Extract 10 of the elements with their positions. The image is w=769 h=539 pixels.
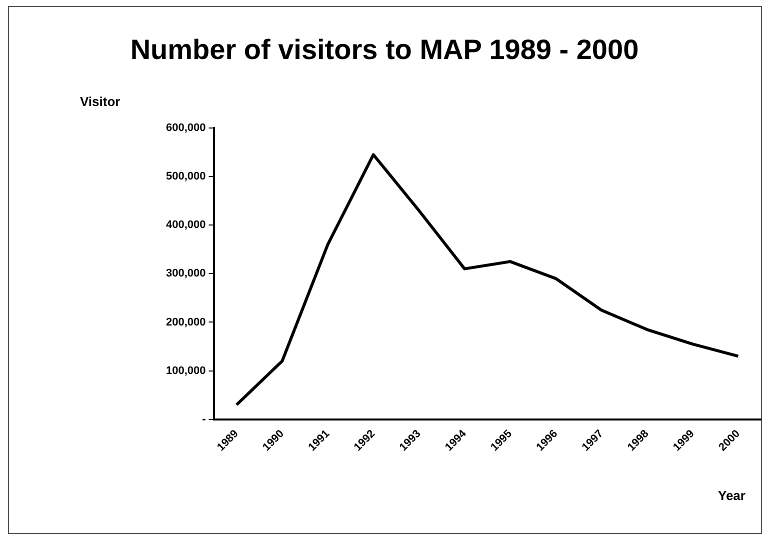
- y-tick-label: 600,000: [166, 122, 206, 134]
- y-tick-label: 100,000: [166, 364, 206, 377]
- y-axis-title: Visitor: [80, 94, 120, 109]
- y-tick-label: -: [202, 413, 206, 426]
- y-tick-label: 300,000: [166, 268, 206, 280]
- y-tick-label: 500,000: [166, 170, 206, 183]
- y-tick-label: 200,000: [166, 316, 206, 328]
- y-tick-label: 400,000: [166, 219, 206, 232]
- x-axis-title: Year: [718, 488, 746, 503]
- chart-title: Number of visitors to MAP 1989 - 2000: [129, 34, 640, 66]
